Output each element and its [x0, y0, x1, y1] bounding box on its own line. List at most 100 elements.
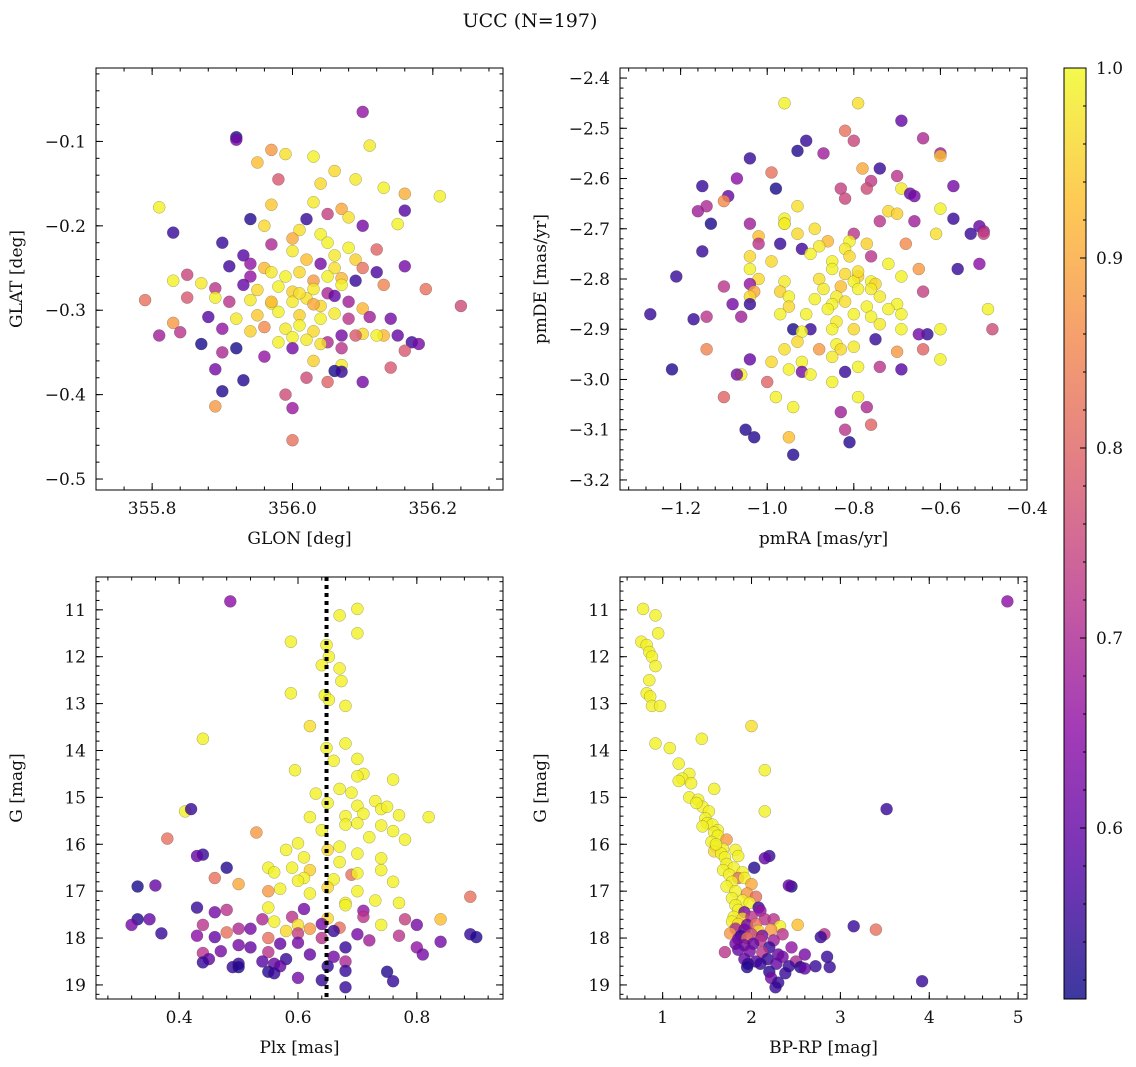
scatter-point — [758, 763, 772, 777]
y-tick-label: 16 — [588, 835, 610, 855]
scatter-point — [363, 934, 376, 947]
scatter-point — [293, 319, 306, 332]
scatter-point — [743, 353, 757, 366]
scatter-point — [847, 322, 861, 336]
scatter-point — [785, 941, 798, 954]
scatter-point — [934, 202, 947, 215]
scatter-point — [314, 337, 327, 351]
scatter-point — [798, 962, 812, 975]
scatter-point — [262, 931, 275, 945]
scatter-point — [256, 955, 269, 968]
scatter-point — [651, 627, 665, 640]
scatter-point — [696, 245, 709, 258]
scatter-point — [864, 250, 878, 263]
scatter-point — [216, 236, 229, 249]
scatter-point — [769, 390, 783, 404]
scatter-point — [860, 182, 874, 195]
scatter-point — [303, 887, 317, 900]
scatter-point — [890, 345, 904, 359]
scatter-point — [643, 673, 656, 687]
scatter-point — [809, 959, 822, 973]
scatter-point — [328, 164, 341, 178]
scatter-point — [687, 312, 700, 326]
scatter-point — [351, 770, 364, 783]
scatter-point — [196, 732, 210, 746]
scatter-point — [370, 329, 383, 342]
scatter-point — [882, 257, 895, 271]
scatter-point — [838, 192, 852, 205]
scatter-point — [649, 609, 662, 622]
scatter-point — [339, 941, 352, 954]
scatter-point — [342, 295, 355, 309]
y-tick-label: −2.6 — [569, 170, 610, 190]
scatter-point — [335, 329, 348, 342]
scatter-point — [916, 343, 930, 356]
scatter-point — [286, 232, 299, 245]
scatter-point — [166, 274, 180, 287]
scatter-point — [895, 307, 908, 321]
scatter-point — [890, 169, 904, 183]
scatter-point — [339, 699, 352, 713]
scatter-point — [747, 861, 761, 874]
x-tick-label: 0.8 — [403, 1008, 430, 1028]
scatter-point — [237, 249, 250, 262]
scatter-point — [209, 363, 222, 376]
scatter-point — [328, 307, 341, 320]
scatter-point — [300, 253, 313, 266]
scatter-point — [363, 310, 376, 324]
scatter-point — [356, 302, 369, 315]
scatter-point — [869, 333, 882, 346]
scatter-point — [864, 418, 878, 431]
scatter-point — [265, 265, 278, 279]
scatter-point — [934, 353, 947, 366]
scatter-point — [131, 880, 144, 893]
x-tick-label: 355.8 — [128, 499, 177, 519]
scatter-point — [778, 217, 791, 230]
scatter-point — [384, 312, 397, 325]
scatter-point — [237, 278, 250, 292]
scatter-point — [265, 295, 278, 309]
scatter-point — [977, 227, 990, 241]
y-tick-label: 12 — [588, 648, 610, 668]
scatter-point — [776, 928, 789, 941]
scatter-point — [342, 312, 355, 325]
colorbar-gradient — [1063, 67, 1087, 1000]
scatter-point — [333, 662, 346, 675]
scatter-point — [412, 337, 426, 351]
scatter-point — [814, 930, 828, 944]
scatter-point — [684, 777, 698, 790]
scatter-points — [125, 595, 483, 994]
scatter-point — [244, 325, 257, 338]
scatter-point — [284, 635, 298, 648]
scatter-point — [208, 906, 222, 919]
scatter-point — [791, 918, 804, 932]
scatter-point — [410, 918, 424, 932]
y-tick-label: −2.7 — [569, 220, 610, 240]
y-tick-label: −2.5 — [569, 119, 610, 139]
y-tick-label: −3.2 — [569, 471, 610, 491]
scatter-point — [798, 948, 812, 961]
scatter-point — [386, 974, 400, 988]
scatter-point — [709, 838, 723, 851]
y-tick-label: 19 — [64, 976, 86, 996]
scatter-point — [279, 924, 293, 938]
scatter-point — [860, 237, 874, 251]
scatter-point — [825, 262, 839, 276]
scatter-point — [665, 363, 679, 376]
scatter-point — [778, 343, 791, 356]
scatter-point — [230, 312, 243, 325]
scatter-point — [342, 241, 355, 255]
scatter-point — [454, 299, 468, 313]
scatter-point — [351, 867, 364, 880]
scatter-point — [357, 910, 370, 924]
colorbar-tick-label: 0.7 — [1096, 629, 1123, 649]
scatter-point — [847, 920, 860, 933]
scatter-point — [286, 330, 299, 344]
colorbar-tick-label: 1.0 — [1096, 59, 1123, 79]
scatter-point — [196, 956, 210, 969]
scatter-point — [351, 884, 364, 898]
scatter-point — [244, 293, 257, 307]
scatter-point — [821, 302, 835, 316]
scatter-point — [384, 361, 397, 374]
scatter-point — [370, 265, 383, 279]
